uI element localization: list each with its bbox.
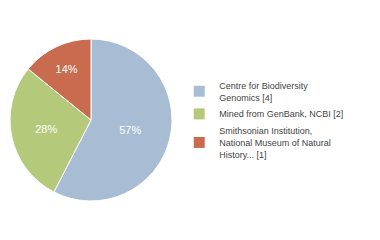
svg-text:14%: 14%: [56, 63, 78, 75]
svg-text:Centre for BiodiversityGenomic: Centre for BiodiversityGenomics [4]: [219, 81, 308, 103]
svg-text:Mined from GenBank, NCBI [2]: Mined from GenBank, NCBI [2]: [219, 109, 343, 119]
svg-text:Smithsonian Institution,Nation: Smithsonian Institution,National Museum …: [219, 126, 331, 159]
svg-text:28%: 28%: [35, 123, 57, 135]
svg-text:57%: 57%: [119, 124, 141, 136]
